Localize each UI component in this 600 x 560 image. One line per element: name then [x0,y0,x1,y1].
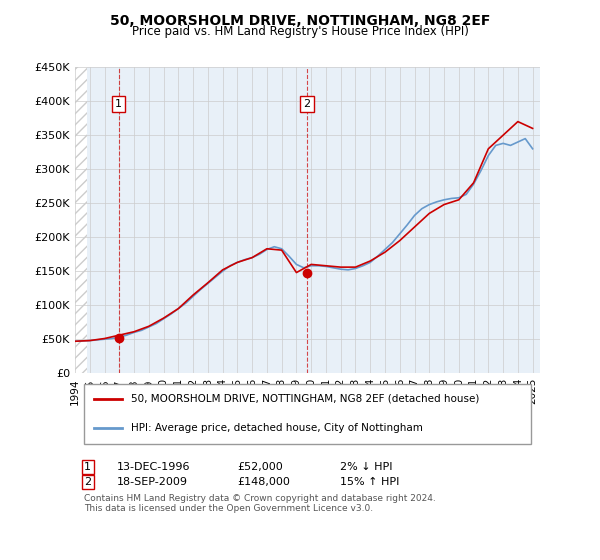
Text: £148,000: £148,000 [238,477,290,487]
Text: Price paid vs. HM Land Registry's House Price Index (HPI): Price paid vs. HM Land Registry's House … [131,25,469,38]
Text: 15% ↑ HPI: 15% ↑ HPI [340,477,400,487]
Text: £52,000: £52,000 [238,462,284,472]
FancyBboxPatch shape [84,384,531,444]
Text: 1: 1 [84,462,91,472]
Bar [75,67,87,373]
Text: 50, MOORSHOLM DRIVE, NOTTINGHAM, NG8 2EF (detached house): 50, MOORSHOLM DRIVE, NOTTINGHAM, NG8 2EF… [131,394,479,404]
Text: Contains HM Land Registry data © Crown copyright and database right 2024.
This d: Contains HM Land Registry data © Crown c… [84,494,436,514]
Text: 2% ↓ HPI: 2% ↓ HPI [340,462,392,472]
Text: 18-SEP-2009: 18-SEP-2009 [117,477,188,487]
Text: 2: 2 [84,477,91,487]
Text: HPI: Average price, detached house, City of Nottingham: HPI: Average price, detached house, City… [131,423,422,433]
Text: 50, MOORSHOLM DRIVE, NOTTINGHAM, NG8 2EF: 50, MOORSHOLM DRIVE, NOTTINGHAM, NG8 2EF [110,14,490,28]
Text: 13-DEC-1996: 13-DEC-1996 [117,462,190,472]
Text: 2: 2 [304,99,311,109]
Text: 1: 1 [115,99,122,109]
